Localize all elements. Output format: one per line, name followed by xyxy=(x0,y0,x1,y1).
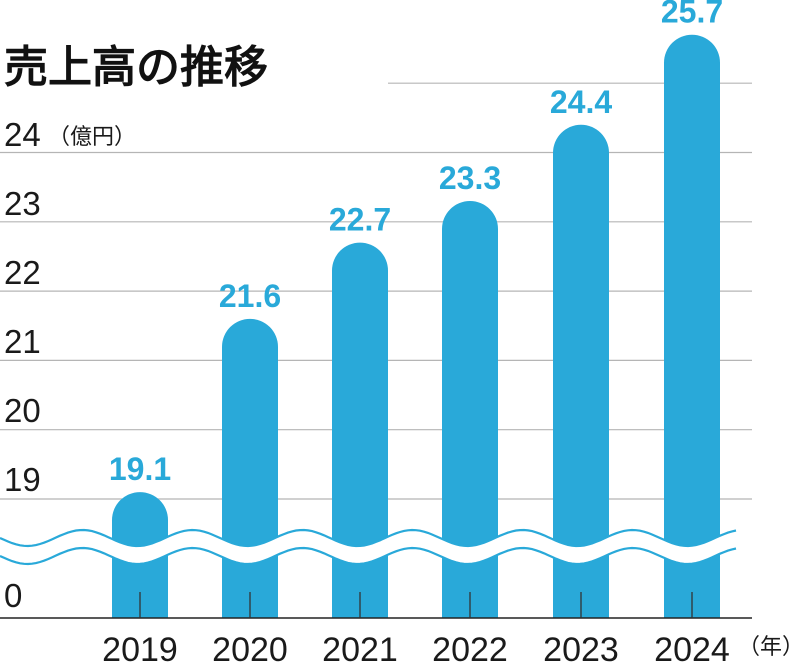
bar xyxy=(442,201,498,618)
bar xyxy=(332,242,388,618)
x-tick-label: 2021 xyxy=(322,631,398,665)
y-tick-label: 20 xyxy=(4,392,41,429)
data-label: 19.1 xyxy=(109,451,171,487)
break-wave-line xyxy=(0,546,737,566)
y-unit-label: （億円） xyxy=(48,125,136,150)
y-tick-label: 22 xyxy=(4,254,41,291)
break-band xyxy=(0,530,736,564)
x-tick-label: 2022 xyxy=(432,631,508,665)
y-tick-label: 24 xyxy=(4,116,41,153)
axis-break xyxy=(0,528,737,566)
x-tick-label: 2023 xyxy=(543,631,619,665)
bar xyxy=(664,34,720,618)
y-tick-label: 23 xyxy=(4,185,41,222)
data-label: 24.4 xyxy=(550,84,612,120)
x-tick-label: 2020 xyxy=(212,631,288,665)
bar xyxy=(553,124,609,618)
data-label: 21.6 xyxy=(219,278,281,314)
y-tick-label: 0 xyxy=(4,577,22,614)
bar xyxy=(222,318,278,618)
data-label: 25.7 xyxy=(661,0,723,30)
data-label: 23.3 xyxy=(439,160,501,196)
x-tick-marks xyxy=(139,592,693,618)
y-tick-label: 21 xyxy=(4,323,41,360)
data-label: 22.7 xyxy=(329,202,391,238)
x-tick-label: 2019 xyxy=(102,631,178,665)
x-unit-label: （年） xyxy=(738,635,797,660)
x-tick-label: 2024 xyxy=(654,631,730,665)
break-wave-line xyxy=(0,528,737,548)
y-tick-label: 19 xyxy=(4,461,41,498)
chart-title: 売上高の推移 xyxy=(4,42,268,93)
